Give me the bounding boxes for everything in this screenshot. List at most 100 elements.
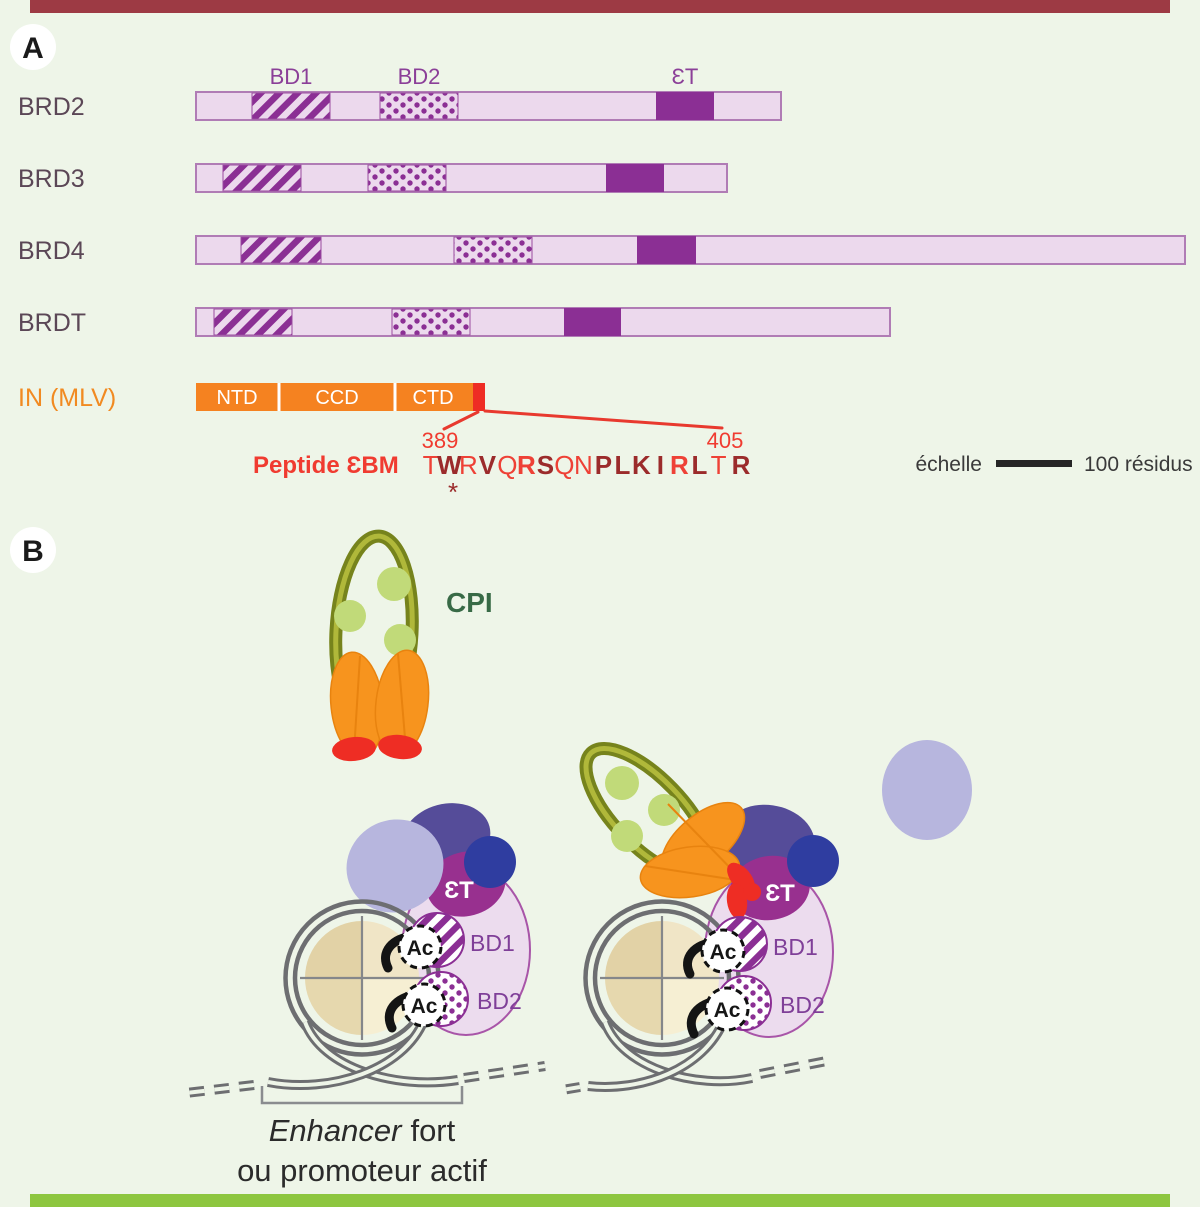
domain-ntd: NTD xyxy=(216,387,257,409)
seq-letter: T xyxy=(711,450,727,480)
dna-strand-gap xyxy=(587,1019,726,1089)
asterisk: * xyxy=(448,477,458,507)
dna-wrap-inner xyxy=(592,908,732,1048)
et-label: ƐT xyxy=(765,880,795,907)
acetyl-mark xyxy=(700,928,746,974)
cpi-red-tip xyxy=(378,734,422,760)
partner-royal-blue xyxy=(464,836,516,888)
seq-letter: N xyxy=(574,450,593,480)
scale-value: 100 résidus xyxy=(1084,453,1193,476)
bd1-label: BD1 xyxy=(773,934,818,960)
seq-letter: V xyxy=(479,450,497,480)
protein-row-brd3: BRD3 xyxy=(18,163,728,193)
petal-vein xyxy=(644,865,737,881)
caption-line1: Enhancer fort xyxy=(269,1113,456,1148)
domain-bd1 xyxy=(222,164,302,192)
petal-vein xyxy=(667,803,741,879)
pointer-line-left xyxy=(442,410,480,431)
cpi-bead xyxy=(334,600,366,632)
domain-bd2 xyxy=(391,308,471,336)
panel-b-label: B xyxy=(22,535,44,568)
nucleosome-quadrant xyxy=(662,978,719,1035)
scale-legend: échelle 100 résidus xyxy=(915,453,1192,476)
dna-dashes-gap xyxy=(463,1064,546,1080)
nucleosome-quadrant xyxy=(605,921,662,978)
enhancer-caption: Enhancer fort ou promoteur actif xyxy=(237,1086,487,1188)
caption-italic: Enhancer xyxy=(269,1113,403,1148)
protein-row-brd4: BRD4 xyxy=(18,235,1186,265)
seq-letter: P xyxy=(595,450,612,480)
integrase-ebm-segment xyxy=(473,383,485,411)
seq-letter: R xyxy=(459,450,478,480)
seq-letter: L xyxy=(614,450,630,480)
protein-name: BRD4 xyxy=(18,237,85,265)
domain-et xyxy=(564,308,621,336)
cpi-label: CPI xyxy=(446,587,493,618)
dna-strand-gap xyxy=(267,1019,426,1087)
nucleosome-quadrant xyxy=(305,921,362,978)
bet-complex-right: Ac Ac BD1 BD2 ƐT xyxy=(561,741,839,1095)
partner-royal-blue xyxy=(787,835,839,887)
displaced-subunit xyxy=(882,740,972,840)
top-frame-bar xyxy=(30,0,1170,13)
panel-a-badge xyxy=(10,24,56,70)
domain-ccd: CCD xyxy=(315,387,358,409)
petal-vein xyxy=(397,653,407,751)
domain-bd2 xyxy=(379,92,459,120)
seq-letter: R xyxy=(517,450,536,480)
header-bd1: BD1 xyxy=(270,64,313,89)
dna-strands xyxy=(561,1017,833,1095)
scale-bar xyxy=(996,460,1072,467)
integrase-bar xyxy=(196,383,485,411)
protein-row-brdt: BRDT xyxy=(18,307,891,337)
seq-letter: Q xyxy=(497,450,517,480)
bd1-label: BD1 xyxy=(470,930,515,956)
acetyl-label: Ac xyxy=(710,941,737,964)
scale-label: échelle xyxy=(915,453,982,476)
cpi-red-tip xyxy=(726,883,748,919)
seq-letter: Q xyxy=(554,450,574,480)
seq-letter: T xyxy=(423,450,439,480)
peptide-sequence: Peptide ƐBM T W R V Q R S Q N P L K I R … xyxy=(253,450,751,507)
integrase-name: IN (MLV) xyxy=(18,384,116,412)
protein-name: BRDT xyxy=(18,309,86,337)
dna-dashes-gap xyxy=(561,1085,581,1092)
dna-strands xyxy=(185,1017,546,1098)
cpi-red-tip xyxy=(743,883,761,901)
domain-bd1 xyxy=(240,236,322,264)
cpi-molecule-free: CPI xyxy=(329,529,493,762)
bd2-label: BD2 xyxy=(477,988,522,1014)
seq-letter: R xyxy=(670,450,689,480)
domain-et xyxy=(656,92,714,120)
caption-rest: fort xyxy=(410,1113,455,1148)
panel-b-badge xyxy=(10,527,56,573)
peptide-label: Peptide ƐBM xyxy=(253,452,399,479)
seq-letter: L xyxy=(691,450,707,480)
bet-complex-left: Ac Ac BD1 BD2 ƐT xyxy=(185,803,546,1098)
domain-bd2 xyxy=(453,236,533,264)
panel-b: B CPI xyxy=(10,527,972,1188)
panel-a: A BD1 BD2 ƐT BRD2 BRD3 BRD4 xyxy=(10,24,1193,507)
seq-letter: W xyxy=(437,450,462,480)
domain-et xyxy=(606,164,664,192)
protein-row-brd2: BRD2 xyxy=(18,91,782,121)
partner-lavender xyxy=(346,819,444,913)
dna-dashes-gap xyxy=(759,1058,833,1076)
acetyl-mark xyxy=(401,982,447,1028)
residue-end: 405 xyxy=(707,428,744,453)
header-et: ƐT xyxy=(672,64,699,89)
protein-name: BRD3 xyxy=(18,165,85,193)
residue-start: 389 xyxy=(422,428,459,453)
nucleosome-quadrant xyxy=(305,978,362,1035)
protein-name: BRD2 xyxy=(18,93,85,121)
seq-letter: K xyxy=(632,450,651,480)
seq-letter: R xyxy=(732,450,751,480)
cpi-bead xyxy=(611,820,643,852)
cpi-bead xyxy=(384,624,416,656)
cpi-bead xyxy=(648,794,680,826)
petal-vein xyxy=(353,655,361,753)
seq-letter: S xyxy=(537,450,554,480)
pointer-line-right xyxy=(483,409,724,430)
